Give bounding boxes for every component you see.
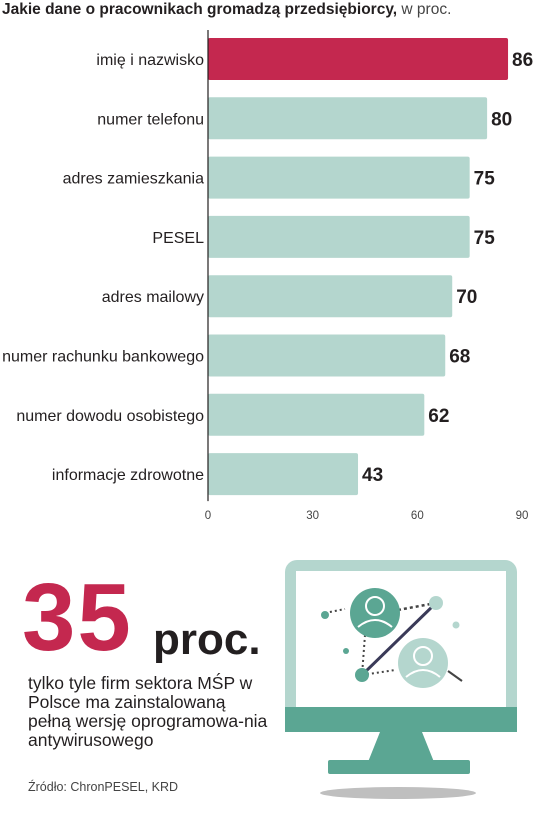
x-tick-label: 90	[516, 510, 529, 522]
category-label: adres zamieszkania	[63, 171, 205, 188]
monitor-bezel	[285, 707, 517, 732]
monitor-neck	[368, 732, 434, 762]
value-label: 62	[428, 406, 449, 427]
user-avatar-1	[350, 588, 400, 638]
user-avatar-2	[398, 638, 448, 688]
chart-title-unit: w proc.	[401, 1, 452, 18]
bar	[208, 156, 470, 199]
value-label: 70	[456, 287, 477, 308]
category-label: adres mailowy	[102, 289, 204, 306]
value-label: 75	[474, 169, 496, 190]
value-label: 75	[474, 228, 496, 249]
chart-title: Jakie dane o pracownikach gromadzą przed…	[2, 1, 451, 19]
stat-description: tylko tyle firm sektora MŚP w Polsce ma …	[28, 673, 268, 750]
x-tick-label: 60	[411, 510, 424, 522]
bar-chart: imię i nazwisko 86 numer telefonu 80 adres z…	[2, 30, 533, 522]
value-label: 68	[449, 347, 470, 368]
bar	[208, 215, 470, 258]
monitor-base	[328, 760, 470, 774]
stat-number: 35	[22, 564, 133, 671]
category-label: numer dowodu osobistego	[16, 408, 204, 425]
computer-network-users-icon	[285, 560, 517, 799]
category-label: numer telefonu	[97, 111, 204, 128]
bar	[208, 453, 359, 496]
category-label: numer rachunku bankowego	[2, 349, 204, 366]
x-tick-label: 0	[205, 510, 211, 522]
chart-title-main: Jakie dane o pracownikach gromadzą przed…	[2, 1, 398, 18]
category-label: PESEL	[152, 230, 204, 247]
value-label: 43	[362, 465, 383, 486]
value-label: 86	[512, 50, 533, 71]
category-label: informacje zdrowotne	[52, 467, 204, 484]
stat-unit: proc.	[153, 615, 261, 664]
bar	[208, 38, 509, 80]
category-label: imię i nazwisko	[96, 52, 204, 69]
x-tick-label: 30	[306, 510, 319, 522]
source-note: Źródło: ChronPESEL, KRD	[28, 780, 179, 794]
bar	[208, 334, 446, 377]
value-label: 80	[491, 109, 512, 130]
bar	[208, 97, 488, 140]
bar	[208, 393, 425, 436]
monitor-shadow	[320, 787, 476, 799]
bar	[208, 275, 453, 318]
